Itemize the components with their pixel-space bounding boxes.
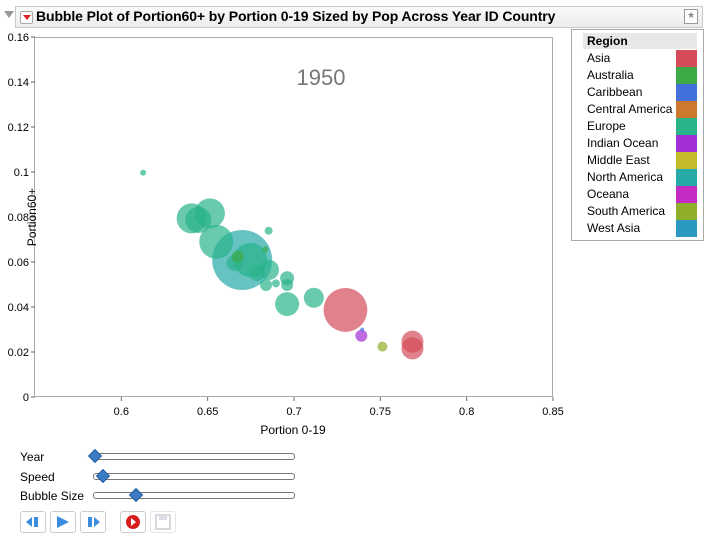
legend-item[interactable]: Central America <box>587 101 697 118</box>
legend-item-label: West Asia <box>587 221 641 235</box>
bubble-size-slider-thumb[interactable] <box>128 487 144 503</box>
speed-slider-thumb[interactable] <box>95 468 111 484</box>
x-axis-label: Portion 0-19 <box>260 423 326 437</box>
play-button[interactable] <box>50 511 76 533</box>
bubble-europe[interactable] <box>271 279 280 288</box>
legend-item[interactable]: Australia <box>587 67 697 84</box>
legend-item-label: Oceana <box>587 187 630 201</box>
report-header: Bubble Plot of Portion60+ by Portion 0-1… <box>0 0 705 30</box>
y-tick-label: 0.04 <box>8 302 29 314</box>
legend-item[interactable]: Indian Ocean <box>587 135 697 152</box>
y-tick-label: 0.16 <box>8 32 29 44</box>
legend-item[interactable]: Europe <box>587 118 697 135</box>
x-tick-label: 0.6 <box>114 406 129 418</box>
speed-label: Speed <box>20 470 55 484</box>
legend-item-label: Indian Ocean <box>587 136 659 150</box>
legend: Region Asia Australia Caribbean Central Ame… <box>571 29 704 241</box>
legend-item[interactable]: South America <box>587 203 697 220</box>
bubble-europe[interactable] <box>281 278 294 291</box>
year-label: Year <box>20 450 45 464</box>
x-tick-label: 0.8 <box>459 406 474 418</box>
year-slider[interactable] <box>93 453 295 460</box>
report-title: Bubble Plot of Portion60+ by Portion 0-1… <box>36 8 556 24</box>
bubble-chart: 1950 0.6 0.65 0.7 0.75 0.8 0.85 0 0.02 0.04 0.06 0… <box>8 32 564 437</box>
step-forward-icon <box>88 517 100 527</box>
y-tick-label: 0.02 <box>8 347 29 359</box>
legend-item-label: South America <box>587 204 666 218</box>
title-bar: Bubble Plot of Portion60+ by Portion 0-1… <box>15 6 703 28</box>
legend-item[interactable]: Oceana <box>587 186 697 203</box>
bubble-asia[interactable] <box>323 288 368 332</box>
speed-slider[interactable] <box>93 473 295 480</box>
legend-item-label: Asia <box>587 51 611 65</box>
y-tick-label: 0.06 <box>8 257 29 269</box>
y-tick-label: 0.08 <box>8 212 29 224</box>
save-button[interactable] <box>150 511 176 533</box>
legend-swatch <box>676 152 697 169</box>
legend-item-label: Central America <box>587 102 673 116</box>
bubble-south-america[interactable] <box>377 341 388 352</box>
legend-swatch <box>676 84 697 101</box>
x-tick-label: 0.65 <box>197 406 218 418</box>
y-tick-label: 0 <box>23 392 29 404</box>
legend-swatch <box>676 101 697 118</box>
plot-frame <box>34 37 553 397</box>
bubble-europe[interactable] <box>275 292 300 317</box>
bubble-size-slider[interactable] <box>93 492 295 499</box>
legend-swatch <box>676 50 697 67</box>
bubble-size-label: Bubble Size <box>20 489 85 503</box>
play-icon <box>57 516 69 528</box>
bubble-indian-ocean[interactable] <box>355 329 368 342</box>
legend-swatch <box>676 67 697 84</box>
legend-item[interactable]: North America <box>587 169 697 186</box>
legend-swatch <box>676 135 697 152</box>
save-icon <box>155 514 171 530</box>
y-tick-label: 0.12 <box>8 122 29 134</box>
legend-item-label: Middle East <box>587 153 650 167</box>
step-back-icon <box>26 517 38 527</box>
legend-item-label: Australia <box>587 68 634 82</box>
legend-item[interactable]: West Asia <box>587 220 697 237</box>
bubble-europe[interactable] <box>303 287 324 308</box>
legend-swatch <box>676 203 697 220</box>
step-back-button[interactable] <box>20 511 46 533</box>
y-axis-label: Portion60+ <box>25 188 39 246</box>
y-tick-label: 0.14 <box>8 77 29 89</box>
legend-swatch <box>676 220 697 237</box>
bubble-europe[interactable] <box>185 206 212 233</box>
x-tick-label: 0.75 <box>370 406 391 418</box>
legend-swatch <box>676 169 697 186</box>
legend-item-label: Caribbean <box>587 85 643 99</box>
pin-icon[interactable]: ★ <box>684 9 698 24</box>
bubble-europe[interactable] <box>248 265 265 282</box>
bubble-australia[interactable] <box>231 250 244 263</box>
legend-item[interactable]: Middle East <box>587 152 697 169</box>
y-tick-label: 0.1 <box>14 167 29 179</box>
year-frame-label: 1950 <box>297 65 346 90</box>
legend-item[interactable]: Asia <box>587 50 697 67</box>
bubble-asia[interactable] <box>401 337 424 360</box>
x-tick-label: 0.7 <box>286 406 301 418</box>
legend-title: Region <box>583 33 680 49</box>
year-slider-thumb[interactable] <box>87 448 103 464</box>
x-tick-label: 0.85 <box>542 406 563 418</box>
legend-item[interactable]: Caribbean <box>587 84 697 101</box>
bubble-europe[interactable] <box>264 226 273 235</box>
bubble-australia[interactable] <box>262 246 269 253</box>
disclosure-icon[interactable] <box>4 11 14 18</box>
step-forward-button[interactable] <box>80 511 106 533</box>
record-icon <box>126 515 140 529</box>
bubble-europe[interactable] <box>140 169 147 176</box>
bubble-caribbean[interactable] <box>360 327 365 332</box>
legend-swatch <box>676 118 697 135</box>
bubble-europe[interactable] <box>260 278 273 291</box>
legend-swatch <box>676 186 697 203</box>
legend-item-label: Europe <box>587 119 626 133</box>
legend-item-label: North America <box>587 170 664 184</box>
bubble-europe[interactable] <box>199 224 234 259</box>
record-button[interactable] <box>120 511 146 533</box>
red-triangle-menu-icon[interactable] <box>20 11 33 24</box>
